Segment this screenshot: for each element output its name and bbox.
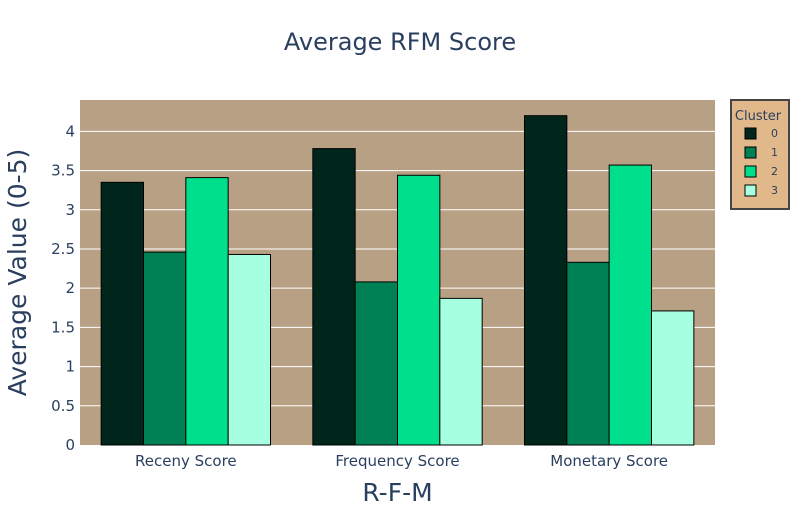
legend-swatch-0 xyxy=(744,127,757,140)
bar-cluster-2-0 xyxy=(185,177,229,446)
y-tick-label: 1 xyxy=(65,358,75,376)
legend-items: 0 1 2 3 xyxy=(744,127,778,197)
bar-cluster-2-2 xyxy=(608,164,653,446)
legend-label-0: 0 xyxy=(771,127,778,140)
bar-cluster-0-2 xyxy=(524,115,568,446)
bars xyxy=(100,115,695,446)
bar-cluster-1-2 xyxy=(566,261,610,446)
x-tick-label: Receny Score xyxy=(135,452,237,470)
legend-swatch-2 xyxy=(744,165,757,178)
legend-label-2: 2 xyxy=(771,165,778,178)
x-tick-label: Monetary Score xyxy=(550,452,668,470)
x-axis-ticks: Receny Score Frequency Score Monetary Scor… xyxy=(135,452,668,470)
bar-cluster-3-2 xyxy=(651,310,695,446)
y-tick-label: 4 xyxy=(65,122,75,140)
bar-cluster-1-0 xyxy=(143,251,187,446)
y-tick-label: 3 xyxy=(65,201,75,219)
x-axis-title: R-F-M xyxy=(362,478,432,507)
y-tick-label: 2 xyxy=(65,279,75,297)
legend: Cluster 0 1 2 3 xyxy=(730,99,790,210)
x-tick-label: Frequency Score xyxy=(335,452,459,470)
bar-cluster-0-0 xyxy=(100,181,144,446)
chart-title: Average RFM Score xyxy=(284,28,516,56)
legend-title: Cluster xyxy=(735,109,782,124)
y-axis-title: Average Value (0-5) xyxy=(3,149,32,397)
y-axis-ticks: 0 0.5 1 1.5 2 2.5 3 3.5 4 xyxy=(51,122,75,454)
y-tick-label: 0 xyxy=(65,436,75,454)
legend-swatch-3 xyxy=(744,184,757,197)
y-tick-label: 3.5 xyxy=(51,162,75,180)
bar-cluster-2-1 xyxy=(397,174,441,446)
y-tick-label: 1.5 xyxy=(51,318,75,336)
legend-label-3: 3 xyxy=(771,184,778,197)
bar-cluster-0-1 xyxy=(312,148,356,446)
bar-cluster-3-1 xyxy=(439,297,483,446)
legend-label-1: 1 xyxy=(771,146,778,159)
legend-swatch-1 xyxy=(744,146,757,159)
y-tick-label: 0.5 xyxy=(51,397,75,415)
y-tick-label: 2.5 xyxy=(51,240,75,258)
legend-box xyxy=(730,99,790,210)
bar-cluster-1-1 xyxy=(354,281,398,446)
bar-cluster-3-0 xyxy=(227,253,272,446)
